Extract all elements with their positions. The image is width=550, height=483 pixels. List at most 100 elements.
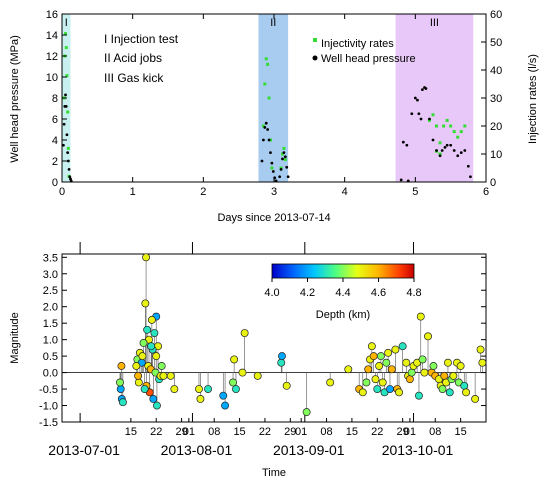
event-marker bbox=[143, 325, 152, 334]
phase-legend-2: II Acid jobs bbox=[104, 51, 162, 65]
y-tick-label-right: 50 bbox=[490, 37, 502, 49]
rate-point bbox=[264, 57, 268, 61]
colorbar-label: Depth (km) bbox=[316, 309, 370, 321]
event-marker bbox=[443, 358, 452, 367]
x-month-label: 2013-08-01 bbox=[161, 442, 233, 458]
event-marker bbox=[364, 365, 373, 374]
y-tick-label: 3.5 bbox=[43, 252, 58, 264]
event-marker bbox=[238, 368, 247, 377]
event-marker bbox=[358, 388, 367, 397]
magnitude-panel: -1.5 -1.0 -0.5 0.0 0.5 1.0 1.5 2.0 2.5 3.0 3.5 15 22… bbox=[9, 242, 487, 479]
pressure-point bbox=[469, 175, 472, 179]
x-day-label: 22 bbox=[259, 426, 271, 438]
pressure-point bbox=[466, 164, 470, 168]
rate-point bbox=[282, 146, 286, 150]
event-marker bbox=[420, 368, 429, 377]
event-marker bbox=[117, 362, 126, 370]
top-x-label: Days since 2013-07-14 bbox=[217, 212, 330, 224]
pressure-point bbox=[431, 138, 435, 142]
event-marker bbox=[376, 352, 385, 361]
colorbar-tick-label: 4.6 bbox=[371, 287, 386, 299]
colorbar-tick-label: 4.4 bbox=[335, 287, 350, 299]
event-marker bbox=[221, 401, 230, 410]
event-marker bbox=[371, 375, 380, 384]
y-tick-label-right: 60 bbox=[490, 9, 502, 21]
event-marker bbox=[326, 378, 335, 387]
y-tick-label-right: 30 bbox=[490, 93, 502, 105]
event-marker bbox=[438, 385, 447, 394]
event-marker bbox=[253, 371, 262, 380]
x-month-label: 2013-07-01 bbox=[48, 442, 120, 458]
event-marker bbox=[150, 329, 159, 338]
depth-colorbar: 4.0 4.2 4.4 4.6 4.8 Depth (km) bbox=[264, 263, 422, 321]
event-marker bbox=[362, 378, 371, 387]
pressure-point bbox=[62, 143, 65, 147]
y-tick-label: -1.5 bbox=[39, 417, 58, 429]
event-marker bbox=[277, 358, 286, 367]
x-day-label: 08 bbox=[208, 426, 220, 438]
x-day-label: 29 bbox=[284, 426, 296, 438]
event-marker bbox=[132, 362, 141, 370]
rate-point bbox=[270, 166, 274, 170]
event-marker bbox=[219, 391, 228, 400]
rate-point bbox=[280, 152, 284, 156]
y-tick-label-left: 6 bbox=[52, 114, 58, 126]
event-marker bbox=[395, 388, 403, 397]
colorbar-tick-label: 4.8 bbox=[406, 287, 421, 299]
pressure-point bbox=[62, 122, 66, 126]
pressure-point bbox=[65, 133, 69, 137]
pressure-point bbox=[463, 149, 467, 152]
event-marker bbox=[282, 381, 291, 390]
rate-point bbox=[263, 82, 267, 86]
pressure-point bbox=[66, 151, 70, 155]
pressure-point bbox=[281, 157, 284, 161]
pressure-point bbox=[64, 93, 67, 97]
x-day-label: 01 bbox=[295, 426, 307, 438]
event-marker bbox=[386, 385, 394, 394]
y-tick-label-right: 20 bbox=[490, 121, 502, 133]
y-tick-label-left: 2 bbox=[52, 156, 58, 168]
x-day-label: 08 bbox=[429, 426, 441, 438]
event-marker bbox=[140, 385, 149, 394]
legend-pressure-marker bbox=[312, 55, 318, 61]
x-tick-label: 1 bbox=[130, 186, 136, 198]
event-marker bbox=[302, 408, 311, 417]
pressure-point bbox=[419, 117, 423, 121]
pressure-point bbox=[424, 87, 428, 90]
x-tick-label: 4 bbox=[342, 186, 348, 198]
y-tick-label-left: 14 bbox=[46, 30, 58, 42]
pressure-point bbox=[399, 178, 403, 182]
pressure-point bbox=[270, 161, 274, 165]
x-tick-label: 3 bbox=[271, 186, 277, 198]
y-tick-label-left: 8 bbox=[52, 93, 58, 105]
x-day-label: 01 bbox=[183, 426, 195, 438]
x-day-label: 15 bbox=[346, 426, 358, 438]
event-marker bbox=[138, 352, 147, 361]
y-tick-label: 0.5 bbox=[43, 351, 58, 363]
rate-point bbox=[267, 96, 271, 100]
event-marker bbox=[369, 352, 378, 361]
rate-point bbox=[283, 158, 287, 162]
x-day-label: 29 bbox=[397, 426, 409, 438]
event-marker bbox=[152, 352, 161, 361]
bottom-x-label: Time bbox=[262, 467, 286, 479]
pressure-point bbox=[279, 168, 283, 171]
pressure-point bbox=[440, 149, 444, 152]
y-tick-label: 2.5 bbox=[43, 285, 58, 297]
top-y-label-right: Injection rates (l/s) bbox=[527, 54, 539, 144]
y-tick-label: -0.5 bbox=[39, 384, 58, 396]
series-legend: Injectivity rates Well head pressure bbox=[312, 38, 416, 65]
pressure-point bbox=[405, 143, 409, 147]
event-marker bbox=[424, 332, 432, 341]
pressure-point bbox=[64, 105, 68, 108]
pressure-point bbox=[267, 138, 271, 142]
x-tick-label: 0 bbox=[59, 186, 65, 198]
rate-point bbox=[427, 118, 431, 122]
pressure-point bbox=[410, 112, 414, 116]
rate-point bbox=[438, 141, 442, 145]
phase-band bbox=[395, 14, 474, 182]
event-marker bbox=[204, 385, 212, 394]
pressure-point bbox=[438, 154, 442, 158]
y-tick-label-right: 40 bbox=[490, 65, 502, 77]
